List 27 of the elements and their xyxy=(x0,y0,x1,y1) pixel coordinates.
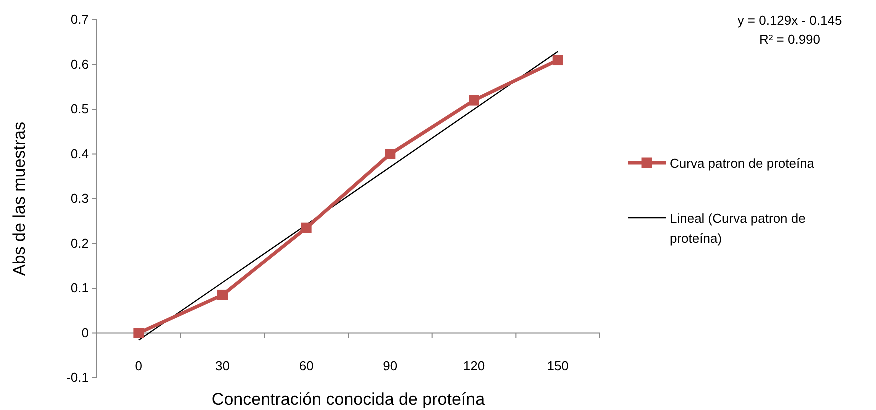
x-tick-label: 60 xyxy=(299,358,314,374)
y-tick-label: 0.3 xyxy=(70,191,89,206)
x-tick-label: 150 xyxy=(547,358,569,374)
point xyxy=(552,55,564,66)
point xyxy=(469,95,480,106)
y-tick-label: 0.7 xyxy=(70,12,89,28)
point xyxy=(301,222,312,234)
point xyxy=(134,328,144,338)
x-tick-label: 0 xyxy=(135,358,143,374)
legend-label: Lineal (Curva patron de proteína) xyxy=(670,211,806,246)
y-tick-label: -0.1 xyxy=(66,370,89,386)
y-tick-label: 0.6 xyxy=(70,56,89,72)
y-axis-title: Abs de las muestras xyxy=(10,122,29,276)
x-tick-label: 90 xyxy=(383,358,398,374)
point xyxy=(218,290,228,300)
y-tick-label: 0 xyxy=(82,325,89,340)
y-tick-label: 0.5 xyxy=(70,102,89,117)
x-tick-label: 30 xyxy=(216,358,230,374)
legend-label: Curva patron de proteína xyxy=(670,156,816,171)
y-tick-label: 0.2 xyxy=(70,236,89,251)
y-tick-label: 0.4 xyxy=(70,146,89,162)
text: R² = 0.990 xyxy=(759,32,821,47)
point xyxy=(385,149,396,160)
x-axis-title: Concentración conocida de proteína xyxy=(212,390,486,409)
y-tick-label: 0.1 xyxy=(70,280,89,296)
text: y = 0.129x - 0.145 xyxy=(738,13,842,28)
x-tick-label: 120 xyxy=(463,358,486,374)
